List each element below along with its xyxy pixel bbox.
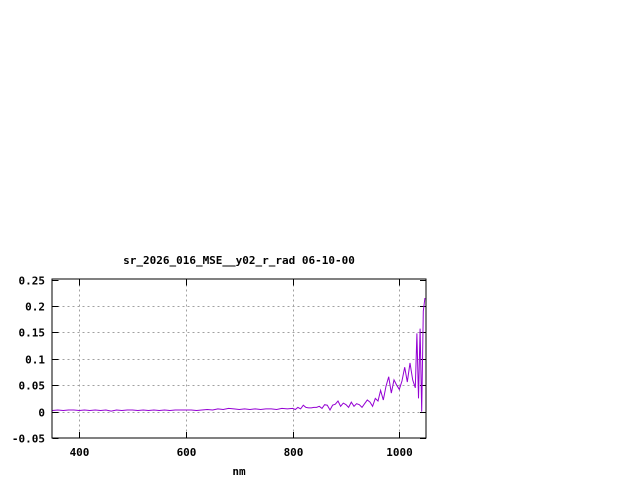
x-tick-label: 800 <box>284 446 304 459</box>
x-axis-label: nm <box>232 465 246 478</box>
y-tick-label: -0.05 <box>12 433 45 446</box>
x-tick-label: 400 <box>70 446 90 459</box>
series-group <box>52 297 426 412</box>
data-series-line <box>52 297 426 412</box>
y-tick-label: 0.25 <box>19 275 46 288</box>
y-tick-label: 0.1 <box>25 354 45 367</box>
grid <box>52 279 426 438</box>
y-tick-label: 0 <box>38 407 45 420</box>
y-tick-label: 0.15 <box>19 327 46 340</box>
chart-title: sr_2026_016_MSE__y02_r_rad 06-10-00 <box>123 254 355 267</box>
x-tick-label: 1000 <box>386 446 413 459</box>
y-tick-label: 0.2 <box>25 301 45 314</box>
y-tick-label: 0.05 <box>19 380 46 393</box>
x-tick-label: 600 <box>177 446 197 459</box>
plot-frame <box>51 278 427 439</box>
